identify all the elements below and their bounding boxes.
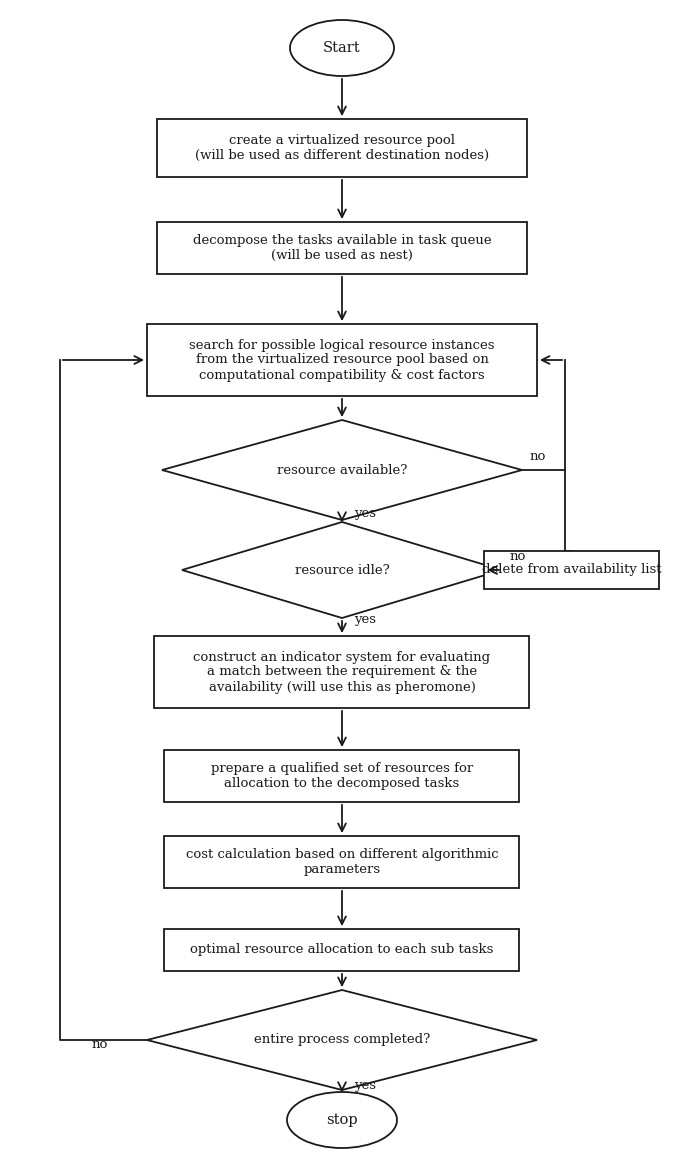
Text: decompose the tasks available in task queue
(will be used as nest): decompose the tasks available in task qu…: [192, 234, 491, 261]
Text: create a virtualized resource pool
(will be used as different destination nodes): create a virtualized resource pool (will…: [195, 134, 489, 162]
Bar: [484, 551, 660, 589]
Text: no: no: [510, 550, 526, 562]
Text: delete from availability list: delete from availability list: [482, 564, 662, 576]
Bar: [157, 119, 527, 177]
Bar: [164, 928, 519, 971]
Text: optimal resource allocation to each sub tasks: optimal resource allocation to each sub …: [190, 944, 494, 956]
Bar: [157, 222, 527, 274]
Text: stop: stop: [326, 1113, 358, 1127]
Text: resource available?: resource available?: [277, 464, 407, 476]
Text: yes: yes: [354, 507, 376, 519]
Bar: [155, 636, 530, 708]
Text: Start: Start: [323, 41, 361, 55]
Bar: [164, 835, 519, 888]
Text: entire process completed?: entire process completed?: [254, 1033, 430, 1047]
Text: search for possible logical resource instances
from the virtualized resource poo: search for possible logical resource ins…: [189, 338, 495, 381]
Ellipse shape: [287, 1092, 397, 1148]
Bar: [164, 749, 519, 802]
Text: resource idle?: resource idle?: [295, 564, 389, 576]
Text: yes: yes: [354, 1079, 376, 1092]
Text: no: no: [530, 450, 547, 462]
Text: yes: yes: [354, 612, 376, 625]
Text: no: no: [92, 1039, 108, 1052]
Text: prepare a qualified set of resources for
allocation to the decomposed tasks: prepare a qualified set of resources for…: [211, 762, 473, 790]
Ellipse shape: [290, 20, 394, 76]
Text: construct an indicator system for evaluating
a match between the requirement & t: construct an indicator system for evalua…: [193, 651, 490, 694]
Polygon shape: [147, 990, 537, 1090]
Polygon shape: [162, 419, 522, 521]
Polygon shape: [182, 522, 502, 618]
Bar: [147, 324, 537, 396]
Text: cost calculation based on different algorithmic
parameters: cost calculation based on different algo…: [186, 848, 498, 876]
